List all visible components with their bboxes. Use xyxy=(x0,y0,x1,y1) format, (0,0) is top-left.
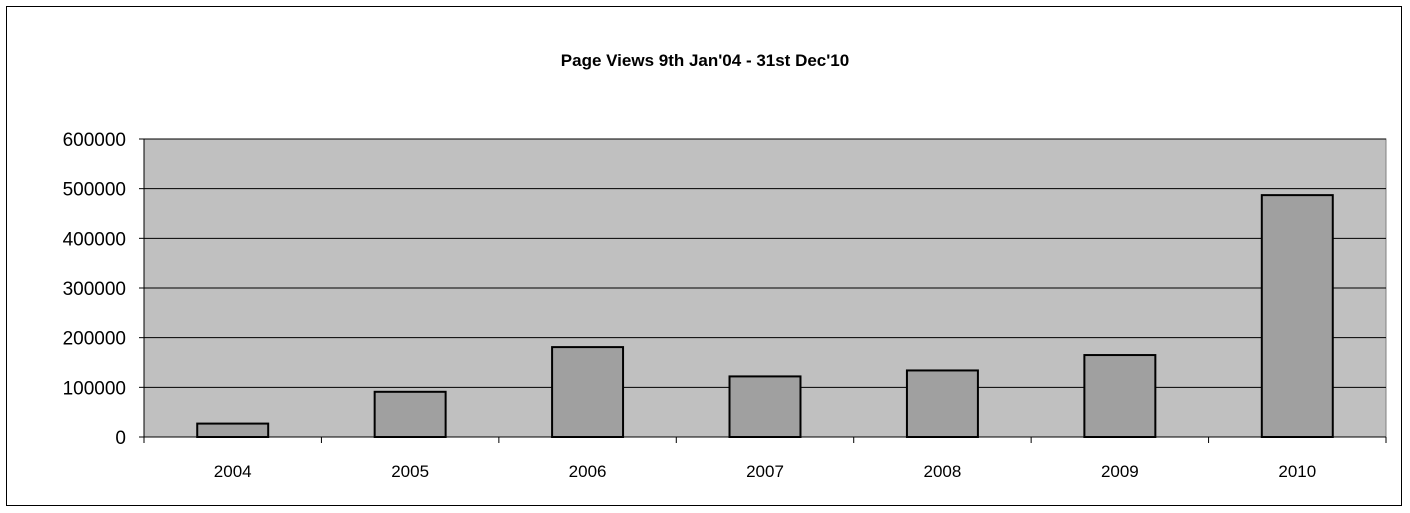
x-tick-label: 2004 xyxy=(214,462,252,481)
bar-2004 xyxy=(196,422,270,438)
x-tick-label: 2006 xyxy=(569,462,607,481)
bars xyxy=(196,194,1334,439)
axes xyxy=(143,139,1387,443)
chart-title: Page Views 9th Jan'04 - 31st Dec'10 xyxy=(560,51,850,70)
x-tick-label: 2008 xyxy=(924,462,962,481)
y-tick-label: 0 xyxy=(115,428,126,449)
x-tick-label: 2007 xyxy=(746,462,784,481)
y-tick-label: 600000 xyxy=(63,130,126,151)
gridlines xyxy=(139,138,1386,438)
y-tick-label: 100000 xyxy=(63,378,126,399)
x-tick-label: 2009 xyxy=(1101,462,1139,481)
y-tick-label: 500000 xyxy=(63,180,126,201)
x-tick-label: 2010 xyxy=(1278,462,1316,481)
x-tick-label: 2005 xyxy=(391,462,429,481)
bar-2006 xyxy=(551,346,625,438)
bar-2007 xyxy=(728,375,802,439)
bar-2009 xyxy=(1083,354,1157,438)
bar-2005 xyxy=(373,390,447,439)
y-tick-labels: 0 100000 200000 300000 400000 500000 600000 xyxy=(63,130,126,449)
y-tick-label: 200000 xyxy=(63,329,126,350)
y-tick-label: 300000 xyxy=(63,279,126,300)
x-tick-labels: 2004 2005 2006 2007 2008 2009 2010 xyxy=(214,462,1316,481)
y-tick-label: 400000 xyxy=(63,229,126,250)
bar-2010 xyxy=(1260,194,1334,438)
bar-2008 xyxy=(905,369,979,438)
